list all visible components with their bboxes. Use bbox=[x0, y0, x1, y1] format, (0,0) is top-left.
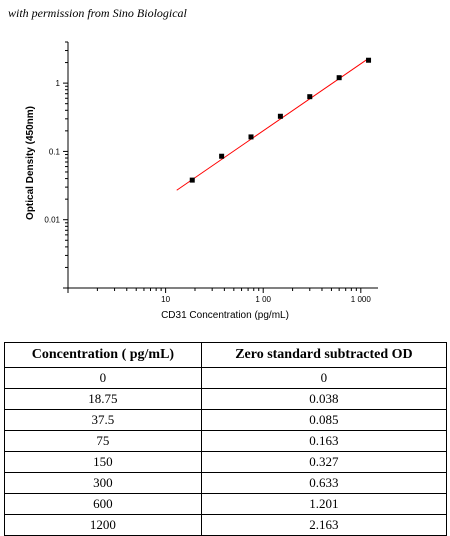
header-concentration: Concentration ( pg/mL) bbox=[4, 342, 202, 368]
table-row: 18.75 0.038 bbox=[4, 388, 448, 410]
data-point bbox=[248, 134, 254, 140]
table-row: 150 0.327 bbox=[4, 451, 448, 473]
table-row: 600 1.201 bbox=[4, 493, 448, 515]
table-header-row: Concentration ( pg/mL) Zero standard sub… bbox=[4, 342, 448, 368]
cell-od: 0.085 bbox=[200, 409, 448, 431]
cell-concentration: 0 bbox=[4, 367, 202, 389]
cell-concentration: 75 bbox=[4, 430, 202, 452]
data-point bbox=[366, 57, 372, 63]
y-axis-label: Optical Density (450nm) bbox=[25, 106, 36, 220]
cell-concentration: 1200 bbox=[4, 514, 202, 536]
standard-table: Concentration ( pg/mL) Zero standard sub… bbox=[4, 342, 448, 536]
data-point bbox=[336, 75, 342, 81]
cell-od: 0 bbox=[200, 367, 448, 389]
y-tick-label: 0.1 bbox=[49, 147, 61, 156]
credit-text: with permission from Sino Biological bbox=[8, 6, 187, 20]
standard-curve-chart: 10 1 00 1 000 1 0.1 0.01 CD31 Concentration (p… bbox=[25, 41, 378, 321]
data-point bbox=[277, 113, 283, 119]
x-tick-label: 10 bbox=[161, 295, 170, 304]
cell-od: 2.163 bbox=[200, 514, 448, 536]
header-od: Zero standard subtracted OD bbox=[200, 342, 448, 368]
cell-od: 0.038 bbox=[200, 388, 448, 410]
data-point bbox=[307, 94, 313, 100]
x-tick-label: 1 00 bbox=[255, 295, 271, 304]
fit-line bbox=[176, 58, 369, 191]
table-row: 300 0.633 bbox=[4, 472, 448, 494]
cell-concentration: 300 bbox=[4, 472, 202, 494]
cell-concentration: 37.5 bbox=[4, 409, 202, 431]
cell-concentration: 18.75 bbox=[4, 388, 202, 410]
table-row: 1200 2.163 bbox=[4, 514, 448, 536]
cell-od: 0.327 bbox=[200, 451, 448, 473]
y-tick-label: 1 bbox=[56, 79, 61, 88]
cell-od: 0.163 bbox=[200, 430, 448, 452]
data-point bbox=[219, 153, 225, 159]
cell-concentration: 600 bbox=[4, 493, 202, 515]
x-tick-label: 1 000 bbox=[351, 295, 372, 304]
data-point bbox=[189, 177, 195, 183]
y-tick-label: 0.01 bbox=[44, 216, 60, 225]
cell-od: 0.633 bbox=[200, 472, 448, 494]
cell-od: 1.201 bbox=[200, 493, 448, 515]
x-axis-label: CD31 Concentration (pg/mL) bbox=[161, 310, 289, 321]
cell-concentration: 150 bbox=[4, 451, 202, 473]
table-row: 75 0.163 bbox=[4, 430, 448, 452]
table-row: 37.5 0.085 bbox=[4, 409, 448, 431]
